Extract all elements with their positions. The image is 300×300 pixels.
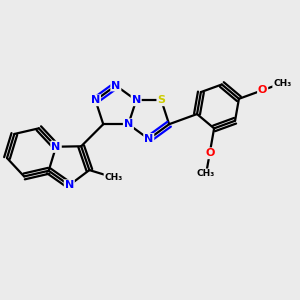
Text: O: O bbox=[205, 148, 214, 158]
Text: CH₃: CH₃ bbox=[273, 79, 291, 88]
Text: N: N bbox=[51, 142, 61, 152]
Text: N: N bbox=[111, 80, 120, 91]
Text: N: N bbox=[64, 180, 74, 190]
Text: N: N bbox=[131, 95, 141, 105]
Text: N: N bbox=[91, 95, 100, 105]
Text: N: N bbox=[124, 119, 133, 129]
Text: S: S bbox=[157, 95, 165, 105]
Text: O: O bbox=[258, 85, 267, 95]
Text: N: N bbox=[51, 142, 61, 152]
Text: N: N bbox=[144, 134, 153, 144]
Text: CH₃: CH₃ bbox=[104, 173, 123, 182]
Text: CH₃: CH₃ bbox=[197, 169, 215, 178]
